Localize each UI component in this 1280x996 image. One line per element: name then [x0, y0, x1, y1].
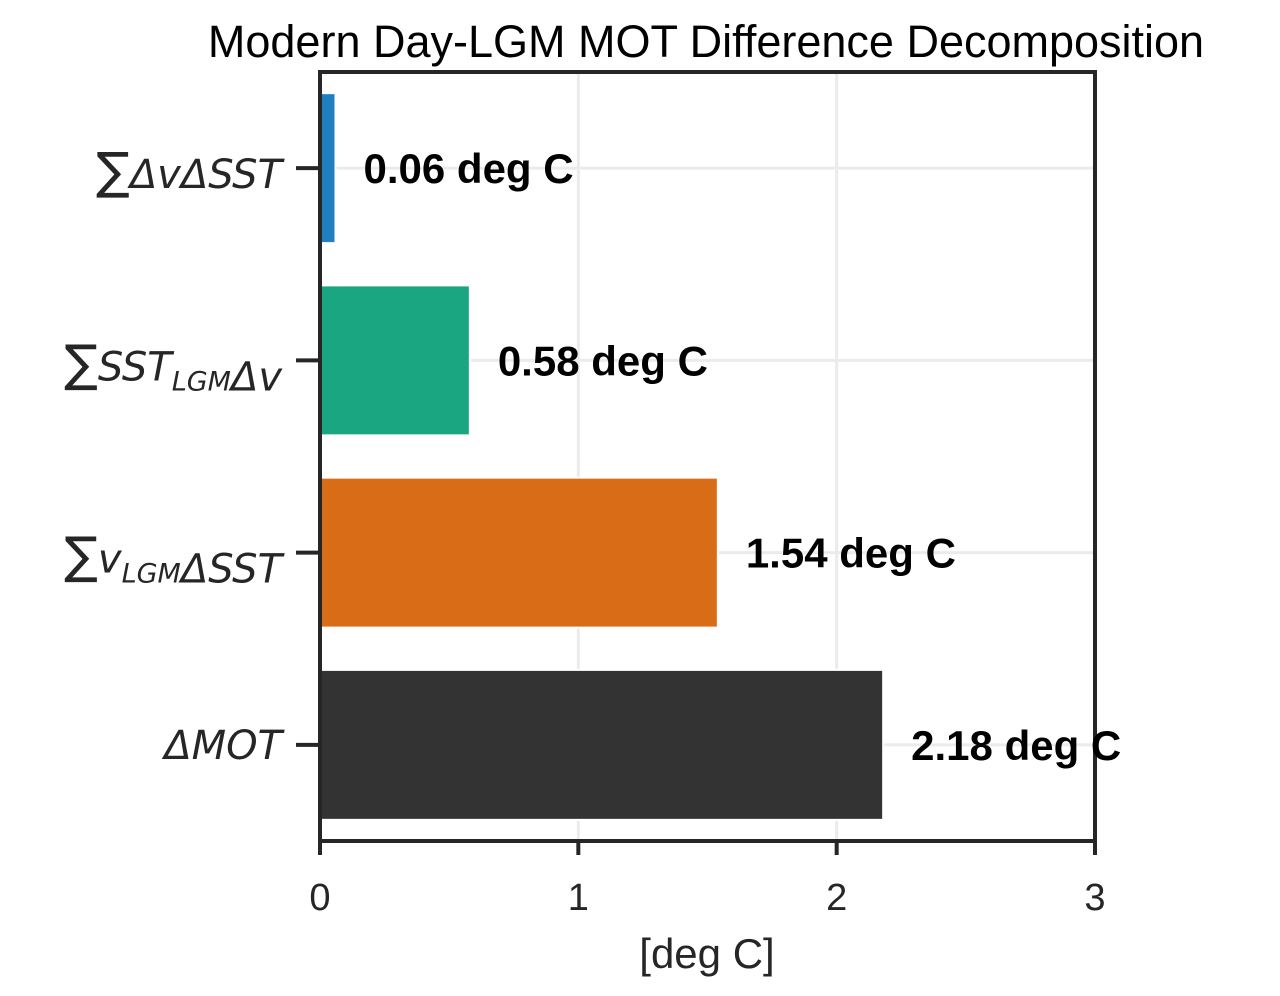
y-tick-label: ∑ΔvΔSST [96, 142, 285, 200]
y-tick-labels: ∑ΔvΔSST ∑SSTLGMΔv ∑vLGMΔSST ΔMOT [64, 142, 285, 769]
data-label: 0.06 deg C [364, 145, 574, 192]
y-tick-label: ∑SSTLGMΔv [64, 334, 283, 400]
y-tick-label: ΔMOT [161, 723, 285, 769]
axis-ticks: 0 1 2 3 [296, 166, 1106, 919]
bar [319, 92, 337, 245]
bar [319, 284, 471, 437]
bars [319, 92, 885, 821]
x-tick-label: 0 [309, 877, 330, 919]
bar [319, 668, 885, 821]
chart-title: Modern Day-LGM MOT Difference Decomposit… [208, 16, 1204, 67]
data-labels: 0.06 deg C 0.58 deg C 1.54 deg C 2.18 deg C [364, 145, 1122, 769]
plot-frame [318, 70, 1097, 843]
data-label: 2.18 deg C [911, 722, 1121, 769]
x-axis-label: [deg C] [639, 930, 774, 977]
bar [319, 476, 719, 629]
data-label: 1.54 deg C [746, 530, 956, 577]
x-tick-label: 1 [568, 877, 589, 919]
x-tick-label: 3 [1084, 877, 1105, 919]
y-tick-label: ∑vLGMΔSST [64, 527, 285, 593]
x-tick-label: 2 [826, 877, 847, 919]
data-label: 0.58 deg C [498, 337, 708, 384]
